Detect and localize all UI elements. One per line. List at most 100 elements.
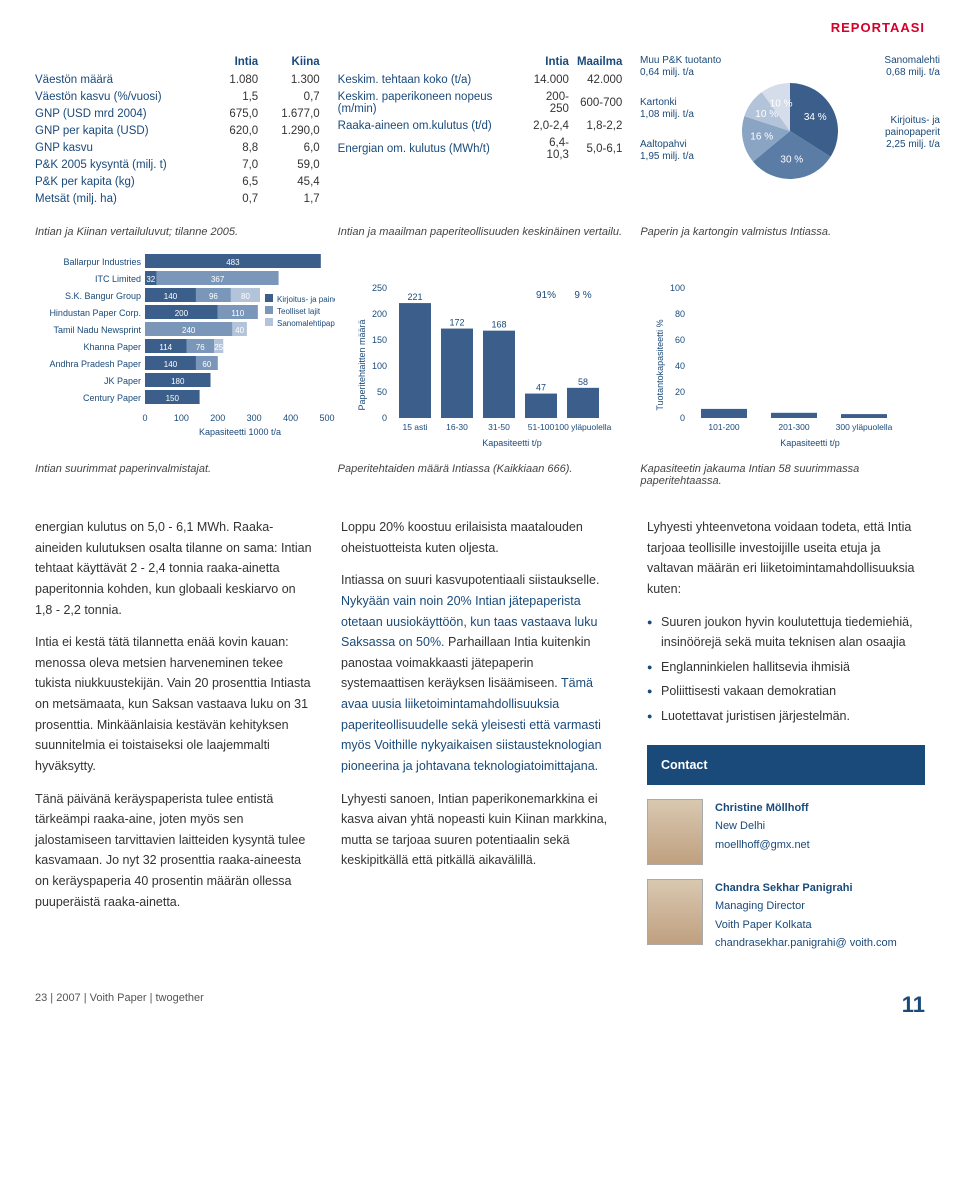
para: Lyhyesti yhteenvetona voidaan todeta, et…: [647, 517, 925, 600]
svg-text:10 %: 10 %: [756, 109, 779, 120]
svg-text:60: 60: [202, 360, 211, 369]
svg-text:80: 80: [241, 292, 250, 301]
contact-card-2: Chandra Sekhar Panigrahi Managing Direct…: [647, 879, 925, 952]
bullet-item: Englanninkielen hallitsevia ihmisiä: [647, 657, 925, 678]
contact-info: Christine Möllhoff New Delhi moellhoff@g…: [715, 799, 810, 853]
svg-text:80: 80: [675, 309, 685, 319]
svg-text:100: 100: [670, 283, 685, 293]
svg-text:JK Paper: JK Paper: [104, 376, 141, 386]
para: Intiassa on suuri kasvupotentiaali siist…: [341, 570, 619, 776]
caption-row-2: Intian suurimmat paperinvalmistajat. Pap…: [35, 463, 925, 487]
bullet-item: Poliittisesti vakaan demokratian: [647, 681, 925, 702]
charts-row: Ballarpur Industries483ITC Limited32367S…: [35, 250, 925, 453]
svg-text:Ballarpur Industries: Ballarpur Industries: [63, 257, 141, 267]
svg-text:500: 500: [319, 413, 334, 423]
caption-2: Intian ja maailman paperiteollisuuden ke…: [338, 226, 623, 238]
contact-info: Chandra Sekhar Panigrahi Managing Direct…: [715, 879, 897, 952]
svg-text:221: 221: [407, 292, 422, 302]
caption-6: Kapasiteetin jakauma Intian 58 suurimmas…: [640, 463, 925, 487]
svg-text:114: 114: [159, 343, 172, 352]
svg-text:51-100: 51-100: [528, 422, 555, 432]
comparison-table-india-world: IntiaMaailmaKeskim. tehtaan koko (t/a)14…: [338, 53, 623, 216]
footer-left: 23 | 2007 | Voith Paper | twogether: [35, 992, 204, 1018]
svg-text:Andhra Pradesh Paper: Andhra Pradesh Paper: [49, 359, 141, 369]
svg-text:31-50: 31-50: [488, 422, 510, 432]
bullet-item: Suuren joukon hyvin koulutettuja tiedemi…: [647, 612, 925, 653]
svg-text:1,08 milj. t/a: 1,08 milj. t/a: [640, 109, 694, 120]
svg-text:110: 110: [231, 309, 244, 318]
avatar: [647, 799, 703, 865]
svg-text:Hindustan Paper Corp.: Hindustan Paper Corp.: [49, 308, 141, 318]
svg-text:483: 483: [226, 258, 240, 267]
svg-text:2,25 milj. t/a: 2,25 milj. t/a: [886, 139, 940, 150]
svg-text:0: 0: [680, 413, 685, 423]
svg-text:172: 172: [449, 318, 464, 328]
body-columns: energian kulutus on 5,0 - 6,1 MWh. Raaka…: [35, 517, 925, 952]
svg-text:Kirjoitus- ja: Kirjoitus- ja: [891, 115, 940, 126]
svg-text:32: 32: [146, 275, 155, 284]
caption-3: Paperin ja kartongin valmistus Intiassa.: [640, 226, 925, 238]
para: energian kulutus on 5,0 - 6,1 MWh. Raaka…: [35, 517, 313, 620]
body-col-2: Loppu 20% koostuu erilaisista maataloude…: [341, 517, 619, 952]
svg-text:0: 0: [142, 413, 147, 423]
svg-text:Kirjoitus- ja painopaperit: Kirjoitus- ja painopaperit: [277, 295, 335, 304]
svg-text:200: 200: [210, 413, 225, 423]
svg-text:S.K. Bangur Group: S.K. Bangur Group: [65, 291, 141, 301]
svg-text:Sanomalehti: Sanomalehti: [885, 55, 941, 66]
para: Intia ei kestä tätä tilannetta enää kovi…: [35, 632, 313, 776]
bullet-item: Luotettavat juristisen järjestelmän.: [647, 706, 925, 727]
svg-text:Paperitehtaitten määrä: Paperitehtaitten määrä: [357, 319, 367, 410]
svg-text:47: 47: [536, 383, 546, 393]
top-row: IntiaKiinaVäestön määrä1.0801.300Väestön…: [35, 53, 925, 216]
svg-text:Century Paper: Century Paper: [83, 393, 141, 403]
pie-chart: 34 % 30 % 16 % 10 %10 % Muu P&K tuotanto0,64…: [640, 53, 925, 216]
svg-text:50: 50: [377, 387, 387, 397]
caption-1: Intian ja Kiinan vertailuluvut; tilanne …: [35, 226, 320, 238]
svg-text:9 %: 9 %: [574, 290, 591, 301]
svg-text:16-30: 16-30: [446, 422, 468, 432]
comparison-table-india-china: IntiaKiinaVäestön määrä1.0801.300Väestön…: [35, 53, 320, 216]
svg-text:150: 150: [166, 394, 180, 403]
svg-text:ITC Limited: ITC Limited: [95, 274, 141, 284]
svg-text:40: 40: [675, 361, 685, 371]
svg-text:180: 180: [171, 377, 185, 386]
svg-text:200: 200: [372, 309, 387, 319]
svg-text:Tamil Nadu Newsprint: Tamil Nadu Newsprint: [53, 325, 141, 335]
para: Loppu 20% koostuu erilaisista maataloude…: [341, 517, 619, 558]
svg-text:10 %: 10 %: [770, 99, 793, 110]
caption-5: Paperitehtaiden määrä Intiassa (Kaikkiaa…: [338, 463, 623, 487]
svg-text:201-300: 201-300: [778, 422, 809, 432]
svg-text:100 yläpuolella: 100 yläpuolella: [555, 422, 612, 432]
svg-text:76: 76: [196, 343, 205, 352]
svg-text:15 asti: 15 asti: [402, 422, 427, 432]
svg-text:140: 140: [164, 292, 178, 301]
svg-text:96: 96: [209, 292, 218, 301]
svg-text:60: 60: [675, 335, 685, 345]
page-number: 11: [902, 992, 925, 1018]
svg-text:200: 200: [175, 309, 189, 318]
svg-text:168: 168: [491, 320, 506, 330]
vbar2-chart: 020406080100Tuotantokapasiteetti %101-20…: [651, 280, 931, 453]
svg-text:30 %: 30 %: [781, 155, 804, 166]
svg-text:Tuotantokapasiteetti %: Tuotantokapasiteetti %: [655, 319, 665, 410]
svg-text:painopaperit: painopaperit: [885, 127, 940, 138]
svg-text:101-200: 101-200: [708, 422, 739, 432]
vbar-chart: 050100150200250Paperitehtaitten määrä221…: [353, 280, 633, 453]
svg-text:Aaltopahvi: Aaltopahvi: [640, 139, 687, 150]
svg-text:34 %: 34 %: [804, 112, 827, 123]
svg-text:240: 240: [182, 326, 196, 335]
svg-text:Khanna Paper: Khanna Paper: [83, 342, 141, 352]
svg-text:100: 100: [174, 413, 189, 423]
footer: 23 | 2007 | Voith Paper | twogether 11: [35, 992, 925, 1018]
svg-text:Muu P&K tuotanto: Muu P&K tuotanto: [640, 55, 722, 66]
svg-text:Kartonki: Kartonki: [640, 97, 677, 108]
hbar-chart: Ballarpur Industries483ITC Limited32367S…: [35, 250, 335, 453]
svg-text:91%: 91%: [536, 290, 556, 301]
svg-text:Sanomalehtipaperi: Sanomalehtipaperi: [277, 319, 335, 328]
svg-text:300 yläpuolella: 300 yläpuolella: [836, 422, 893, 432]
svg-text:0,64 milj. t/a: 0,64 milj. t/a: [640, 67, 694, 78]
avatar: [647, 879, 703, 945]
svg-text:150: 150: [372, 335, 387, 345]
svg-text:16 %: 16 %: [751, 131, 774, 142]
svg-text:Kapasiteetti t/p: Kapasiteetti t/p: [482, 438, 542, 448]
